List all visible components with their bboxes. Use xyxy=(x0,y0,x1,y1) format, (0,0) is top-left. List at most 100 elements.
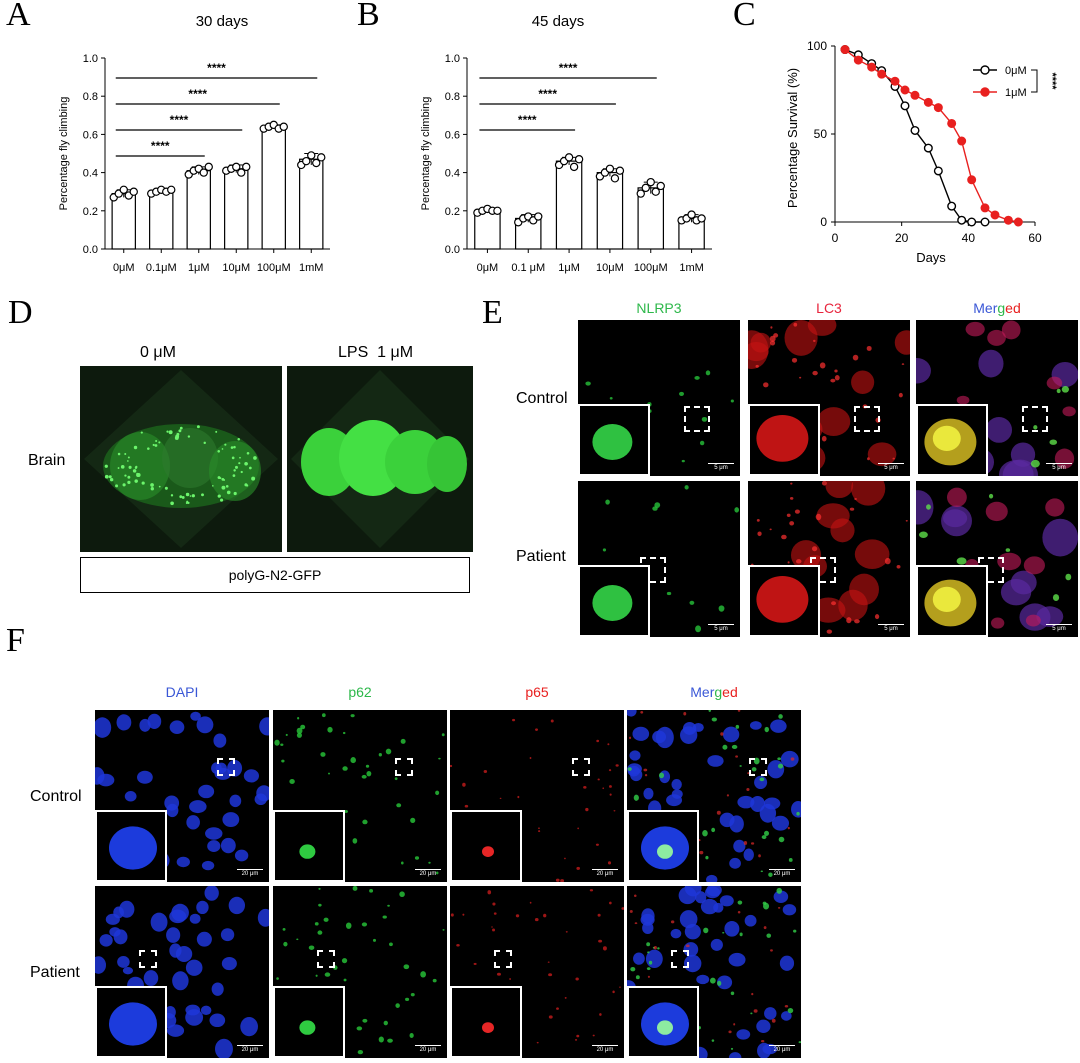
c-series-line-0 xyxy=(844,48,985,223)
f-cell-0-3-0-24 xyxy=(759,803,777,823)
f-cell-1-1-0-27 xyxy=(378,1036,384,1043)
b-point-4-0 xyxy=(636,189,645,198)
f-image-0-2: 20 μm xyxy=(450,710,624,882)
f-cell-0-3-2-13 xyxy=(716,810,721,815)
e-cell-1-1-1-0 xyxy=(757,531,762,537)
d-gfp-dot-25 xyxy=(253,456,257,460)
f-inset-blob-1-0-0 xyxy=(109,1002,157,1046)
d-gfp-dot-10 xyxy=(155,439,158,442)
f-cell-1-2-0-10 xyxy=(536,1041,539,1044)
panel-letter-d: D xyxy=(8,294,33,331)
e-cell-1-2-0-4 xyxy=(941,505,972,537)
f-cell-0-1-0-19 xyxy=(342,731,346,735)
f-zoom-box-0-0 xyxy=(217,758,235,776)
e-cell-1-2-0-2 xyxy=(916,490,934,525)
d-gfp-dot-33 xyxy=(132,469,137,473)
e-cell-0-1-1-13 xyxy=(770,326,773,329)
a-xtick-label-5: 1mM xyxy=(299,262,323,274)
d-gfp-dot-39 xyxy=(215,430,218,433)
f-cell-0-3-0-33 xyxy=(632,726,650,741)
f-cell-1-1-0-8 xyxy=(403,964,410,970)
c-legend-label-0: 0μM xyxy=(1005,65,1027,77)
f-cell-0-2-0-25 xyxy=(608,785,612,788)
f-cell-0-2-0-6 xyxy=(564,857,566,860)
e-cell-1-2-1-5 xyxy=(946,487,967,507)
f-cell-0-3-1-8 xyxy=(761,835,767,840)
f-cell-0-3-1-11 xyxy=(731,744,738,750)
f-cell-0-3-0-28 xyxy=(652,730,667,744)
f-cell-0-1-0-3 xyxy=(394,777,398,781)
e-cell-1-0-0-6 xyxy=(684,485,689,490)
f-cell-1-0-0-13 xyxy=(171,903,189,922)
d-gfp-dot-20 xyxy=(231,456,235,460)
f-channel-p65: p65 xyxy=(525,684,549,700)
d-gfp-dot-50 xyxy=(219,477,222,480)
f-cell-1-3-1-23 xyxy=(793,929,797,933)
f-cell-0-2-0-14 xyxy=(607,861,612,865)
f-cell-1-2-0-4 xyxy=(492,928,496,932)
f-cell-1-3-0-4 xyxy=(756,1019,771,1034)
a-title: 30 days xyxy=(196,13,249,30)
f-cell-1-1-0-15 xyxy=(341,958,348,964)
f-cell-1-3-1-6 xyxy=(750,1012,753,1015)
f-cell-1-0-0-17 xyxy=(122,967,134,975)
a-ytick-label-5: 1.0 xyxy=(83,53,98,65)
f-cell-0-1-0-44 xyxy=(378,753,382,757)
f-cell-0-2-0-5 xyxy=(555,878,560,882)
e-cell-0-1-0-10 xyxy=(816,407,851,437)
f-scale-label-0-3: 20 μm xyxy=(773,871,791,877)
f-cell-0-2-0-8 xyxy=(560,879,565,882)
f-cell-0-3-2-4 xyxy=(683,712,687,716)
f-channel-p62: p62 xyxy=(348,684,372,700)
f-image-svg-0-3 xyxy=(627,710,801,882)
f-cell-0-0-0-38 xyxy=(229,794,242,808)
f-cell-1-3-2-9 xyxy=(653,946,657,950)
f-cell-1-1-0-40 xyxy=(442,929,445,931)
e-cell-0-1-0-2 xyxy=(807,320,837,336)
f-cell-0-0-0-35 xyxy=(243,769,260,783)
e-inset-1-1 xyxy=(748,565,820,637)
chart-b-svg: 45 days Percentage fly climbing 0.0 0.2 0.4 0… xyxy=(420,13,712,274)
e-cell-1-0-0-1 xyxy=(666,591,672,596)
d-gfp-dot-49 xyxy=(150,483,154,487)
c-ytick-label-1: 50 xyxy=(814,127,828,141)
e-cell-0-1-1-25 xyxy=(773,333,779,338)
chart-a: 30 days Percentage fly climbing 0.0 0.2 0.4 0… xyxy=(0,0,350,290)
f-inset-blob-0-1-0 xyxy=(299,844,316,859)
d-gfp-dot-14 xyxy=(246,484,249,487)
e-cell-0-1-1-18 xyxy=(819,362,826,369)
e-cell-1-2-2-0 xyxy=(926,504,931,510)
e-inset-blob-0-0-0 xyxy=(592,424,633,460)
f-cell-1-3-0-32 xyxy=(700,898,719,915)
e-cell-0-2-2-6 xyxy=(1030,459,1040,468)
f-cell-1-1-0-3 xyxy=(356,1026,363,1031)
f-cell-1-1-0-14 xyxy=(276,977,279,980)
f-cell-1-3-2-18 xyxy=(751,992,754,996)
f-image-0-3: 20 μm xyxy=(627,710,801,882)
a-bar-4 xyxy=(261,126,286,250)
panel-letter-b: B xyxy=(357,0,380,33)
b-point-2-4 xyxy=(574,155,584,164)
f-cell-1-2-0-32 xyxy=(598,939,603,943)
f-cell-1-0-0-16 xyxy=(196,931,212,947)
e-inset-svg-0-1 xyxy=(756,415,809,462)
f-image-1-0: 20 μm xyxy=(95,886,269,1058)
f-cell-1-3-0-18 xyxy=(773,890,789,903)
c-xtick-label-3: 60 xyxy=(1028,231,1042,245)
d-gfp-dot-53 xyxy=(230,446,234,449)
panel-letter-f: F xyxy=(6,622,25,659)
f-cell-0-3-2-14 xyxy=(737,710,741,712)
f-inset-svg-1-3 xyxy=(641,1002,689,1046)
f-cell-1-1-0-42 xyxy=(410,992,415,997)
e-scale-bar-0-1: 5 μm xyxy=(878,463,904,471)
f-cell-0-3-0-30 xyxy=(682,722,697,735)
f-cell-1-2-0-29 xyxy=(543,913,547,918)
c-series-1-point-14 xyxy=(1003,215,1013,225)
f-cell-0-0-0-27 xyxy=(95,717,112,738)
d-gfp-dot-0 xyxy=(117,467,120,469)
f-cell-0-0-0-6 xyxy=(164,795,180,811)
f-cell-1-3-0-5 xyxy=(781,1011,792,1021)
f-cell-0-2-0-3 xyxy=(529,757,532,760)
e-scale-line-0-0 xyxy=(708,463,734,464)
f-cell-0-3-2-19 xyxy=(746,788,750,791)
